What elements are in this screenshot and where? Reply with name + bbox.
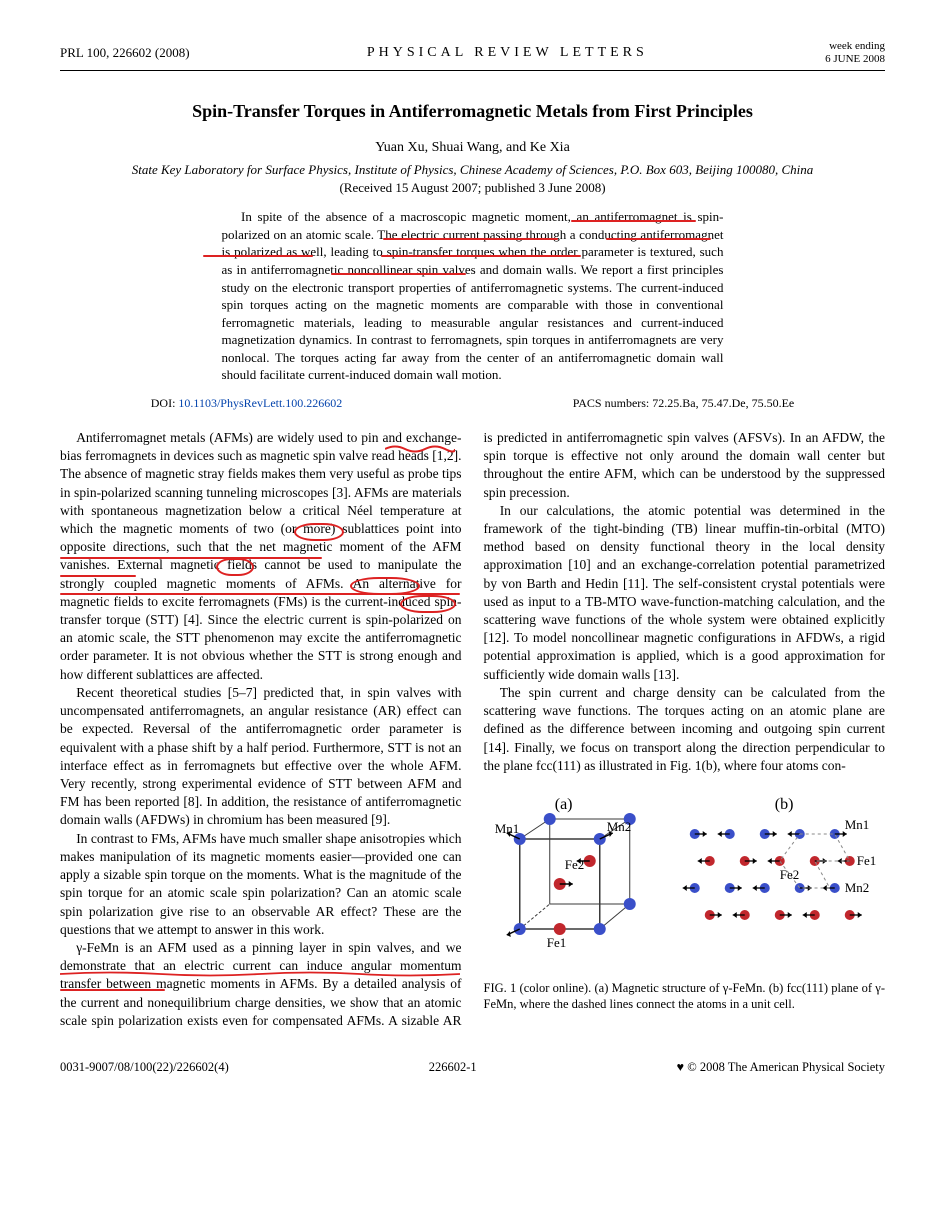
doi-link[interactable]: 10.1103/PhysRevLett.100.226602 xyxy=(178,396,342,410)
figure-1: (a) (b) xyxy=(484,789,886,1013)
footer-right: © 2008 The American Physical Society xyxy=(687,1060,885,1074)
svg-text:Fe2: Fe2 xyxy=(564,857,584,872)
header-week-label: week ending xyxy=(825,40,885,53)
pacs-label: PACS numbers: xyxy=(573,396,650,410)
doi-pacs-row: DOI: 10.1103/PhysRevLett.100.226602 PACS… xyxy=(151,396,795,411)
svg-text:Mn1: Mn1 xyxy=(494,821,519,836)
affiliation: State Key Laboratory for Surface Physics… xyxy=(60,162,885,178)
header-journal: PHYSICAL REVIEW LETTERS xyxy=(367,45,648,61)
body-paragraph: Recent theoretical studies [5–7] predict… xyxy=(60,684,462,830)
footer-left: 0031-9007/08/100(22)/226602(4) xyxy=(60,1060,229,1075)
fig1-label-b: (b) xyxy=(774,796,793,813)
header-citation: PRL 100, 226602 (2008) xyxy=(60,45,190,61)
received-published-dates: (Received 15 August 2007; published 3 Ju… xyxy=(60,180,885,196)
body-paragraph: In contrast to FMs, AFMs have much small… xyxy=(60,830,462,939)
page-footer: 0031-9007/08/100(22)/226602(4) 226602-1 … xyxy=(60,1054,885,1075)
svg-text:Fe2: Fe2 xyxy=(779,867,799,882)
svg-text:Mn1: Mn1 xyxy=(844,817,869,832)
svg-text:Fe1: Fe1 xyxy=(546,935,566,950)
figure-1-svg: (a) (b) xyxy=(484,789,886,969)
doi-label: DOI: xyxy=(151,396,176,410)
authors: Yuan Xu, Shuai Wang, and Ke Xia xyxy=(60,140,885,156)
header-date-block: week ending 6 JUNE 2008 xyxy=(825,40,885,66)
body-columns: Antiferromagnet metals (AFMs) are widely… xyxy=(60,429,885,1030)
svg-text:Fe1: Fe1 xyxy=(856,853,876,868)
heart-icon: ♥ xyxy=(677,1060,684,1074)
paper-title: Spin-Transfer Torques in Antiferromagnet… xyxy=(60,101,885,122)
fig1b-plane: Mn1 Fe1 Fe2 Mn2 xyxy=(682,817,876,920)
body-paragraph: In our calculations, the atomic potentia… xyxy=(484,502,886,684)
figure-1-caption: FIG. 1 (color online). (a) Magnetic stru… xyxy=(484,980,886,1013)
footer-center: 226602-1 xyxy=(429,1060,477,1075)
abstract: In spite of the absence of a macroscopic… xyxy=(222,208,724,383)
fig1-label-a: (a) xyxy=(554,796,572,813)
body-paragraph: The spin current and charge density can … xyxy=(484,684,886,775)
body-paragraph: Antiferromagnet metals (AFMs) are widely… xyxy=(60,429,462,684)
svg-text:Mn2: Mn2 xyxy=(606,819,631,834)
svg-text:Mn2: Mn2 xyxy=(844,880,869,895)
header-date: 6 JUNE 2008 xyxy=(825,53,885,66)
running-header: PRL 100, 226602 (2008) PHYSICAL REVIEW L… xyxy=(60,40,885,71)
pacs-numbers: 72.25.Ba, 75.47.De, 75.50.Ee xyxy=(652,396,794,410)
fig1a-cube: Mn1 Mn2 Fe2 Fe1 xyxy=(494,813,635,950)
